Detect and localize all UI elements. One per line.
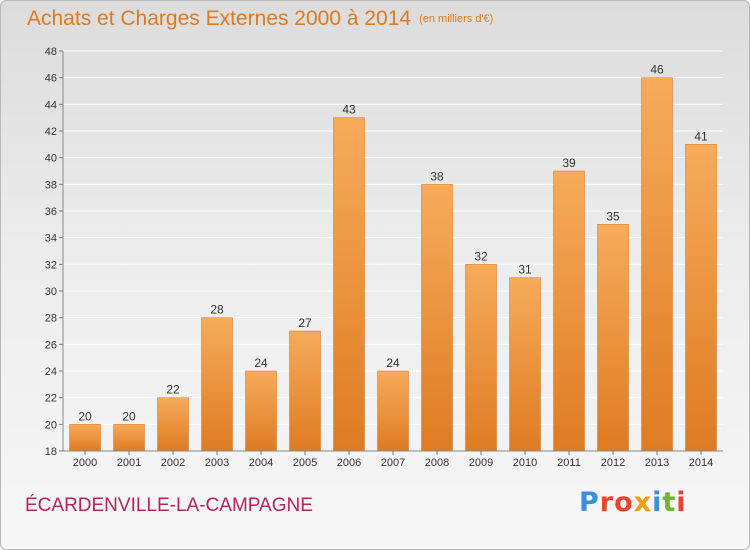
bar xyxy=(201,317,233,452)
bar xyxy=(157,397,189,452)
x-tick-label: 2014 xyxy=(689,457,713,469)
bar-value-label: 24 xyxy=(254,356,268,370)
x-tick-label: 2006 xyxy=(337,457,361,469)
x-tick-label: 2000 xyxy=(73,457,97,469)
bar-value-label: 35 xyxy=(606,209,620,223)
y-tick-label: 18 xyxy=(45,446,57,458)
bar xyxy=(69,424,101,452)
logo-letter: r xyxy=(599,487,615,518)
bar xyxy=(245,370,277,452)
y-tick-label: 24 xyxy=(45,366,57,378)
commune-name: ÉCARDENVILLE-LA-CAMPAGNE xyxy=(25,495,313,516)
logo-letter: x xyxy=(633,487,653,518)
bar-value-label: 22 xyxy=(166,383,180,397)
bar-value-label: 39 xyxy=(562,156,576,170)
y-tick-label: 40 xyxy=(45,153,57,165)
x-tick-label: 2009 xyxy=(469,457,493,469)
bar-value-label: 20 xyxy=(78,409,92,423)
logo-letter: P xyxy=(579,487,600,518)
chart-title: Achats et Charges Externes 2000 à 2014 (e… xyxy=(27,7,493,31)
bar xyxy=(113,424,145,452)
y-tick-label: 32 xyxy=(45,259,57,271)
bar xyxy=(377,370,409,452)
bar xyxy=(685,144,717,452)
bar-value-label: 38 xyxy=(430,169,444,183)
bar-value-label: 32 xyxy=(474,249,488,263)
x-tick-label: 2005 xyxy=(293,457,317,469)
y-tick-label: 44 xyxy=(45,99,57,111)
x-tick-label: 2012 xyxy=(601,457,625,469)
bar-value-label: 46 xyxy=(650,63,664,77)
y-tick-label: 30 xyxy=(45,286,57,298)
bar xyxy=(333,117,365,452)
bar-value-label: 20 xyxy=(122,409,136,423)
bar xyxy=(509,277,541,452)
bar xyxy=(553,170,585,452)
bar-value-label: 28 xyxy=(210,303,224,317)
logo-letter: o xyxy=(614,487,634,518)
x-tick-label: 2011 xyxy=(557,457,581,469)
y-tick-label: 26 xyxy=(45,339,57,351)
bar-value-label: 31 xyxy=(518,263,532,277)
bar-value-label: 43 xyxy=(342,103,356,117)
y-tick-label: 22 xyxy=(45,393,57,405)
y-tick-label: 42 xyxy=(45,126,57,138)
x-tick-label: 2010 xyxy=(513,457,537,469)
logo-letter: i xyxy=(676,487,687,518)
x-tick-label: 2003 xyxy=(205,457,229,469)
bar xyxy=(289,330,321,452)
bar xyxy=(421,184,453,452)
bar-value-label: 41 xyxy=(694,129,708,143)
proxiti-logo: Proxiti xyxy=(579,487,687,518)
y-tick-label: 48 xyxy=(45,46,57,58)
bar xyxy=(641,77,673,452)
logo-letter: t xyxy=(662,487,677,518)
bar xyxy=(597,224,629,452)
chart-subtitle: (en milliers d'€) xyxy=(419,13,494,25)
x-tick-label: 2001 xyxy=(117,457,141,469)
bar-value-label: 24 xyxy=(386,356,400,370)
bar-value-label: 27 xyxy=(298,316,312,330)
y-tick-label: 34 xyxy=(45,233,57,245)
bar xyxy=(465,264,497,452)
chart-title-text: Achats et Charges Externes 2000 à 2014 xyxy=(27,7,412,30)
x-tick-label: 2007 xyxy=(381,457,405,469)
y-tick-label: 38 xyxy=(45,179,57,191)
x-tick-label: 2004 xyxy=(249,457,273,469)
x-tick-label: 2008 xyxy=(425,457,449,469)
x-tick-label: 2013 xyxy=(645,457,669,469)
logo-letter: i xyxy=(652,487,663,518)
y-tick-label: 36 xyxy=(45,206,57,218)
y-tick-label: 28 xyxy=(45,313,57,325)
y-tick-label: 20 xyxy=(45,419,57,431)
x-tick-label: 2002 xyxy=(161,457,185,469)
y-tick-label: 46 xyxy=(45,73,57,85)
